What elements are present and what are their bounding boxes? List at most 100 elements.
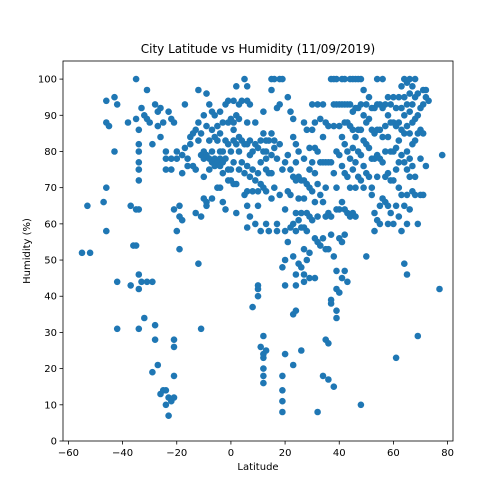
data-point: [393, 145, 400, 152]
data-point: [396, 137, 403, 144]
data-point: [314, 181, 321, 188]
data-point: [377, 127, 384, 134]
data-point: [79, 250, 86, 257]
data-point: [160, 119, 167, 126]
data-point: [295, 217, 302, 224]
data-point: [165, 108, 172, 115]
data-point: [366, 116, 373, 123]
data-point: [247, 213, 254, 220]
data-point: [309, 159, 316, 166]
data-point: [111, 148, 118, 155]
plot-frame: [63, 61, 453, 441]
data-point: [279, 398, 286, 405]
data-point: [220, 199, 227, 206]
data-point: [268, 152, 275, 159]
data-point: [339, 199, 346, 206]
data-point: [412, 76, 419, 83]
data-point: [84, 203, 91, 210]
data-point: [404, 148, 411, 155]
data-point: [171, 206, 178, 213]
data-point: [176, 246, 183, 253]
data-point: [290, 134, 297, 141]
data-point: [398, 105, 405, 112]
data-point: [306, 166, 313, 173]
data-point: [220, 148, 227, 155]
data-point: [385, 170, 392, 177]
data-point: [377, 203, 384, 210]
data-point: [333, 307, 340, 314]
data-point: [174, 228, 181, 235]
data-point: [306, 250, 313, 257]
data-point: [247, 174, 254, 181]
data-point: [155, 362, 162, 369]
data-point: [282, 228, 289, 235]
data-point: [404, 166, 411, 173]
data-point: [136, 148, 143, 155]
data-point: [328, 231, 335, 238]
data-point: [369, 184, 376, 191]
data-point: [366, 174, 373, 181]
data-point: [398, 228, 405, 235]
data-point: [149, 279, 156, 286]
data-point: [255, 188, 262, 195]
data-point: [379, 159, 386, 166]
y-tick-label: 10: [44, 400, 57, 411]
data-point: [279, 373, 286, 380]
data-point: [152, 101, 159, 108]
data-point: [404, 221, 411, 228]
data-point: [244, 203, 251, 210]
data-point: [314, 409, 321, 416]
data-point: [285, 94, 292, 101]
data-point: [314, 148, 321, 155]
data-point: [436, 286, 443, 293]
data-point: [412, 137, 419, 144]
data-point: [249, 166, 256, 173]
data-point: [203, 123, 210, 130]
data-point: [103, 98, 110, 105]
data-point: [328, 159, 335, 166]
data-point: [393, 355, 400, 362]
data-point: [168, 166, 175, 173]
data-point: [285, 239, 292, 246]
data-point: [409, 101, 416, 108]
data-point: [192, 166, 199, 173]
data-point: [344, 148, 351, 155]
data-point: [350, 166, 357, 173]
data-point: [298, 264, 305, 271]
data-point: [225, 141, 232, 148]
data-point: [387, 210, 394, 217]
data-point: [363, 253, 370, 260]
y-tick-label: 90: [44, 111, 57, 122]
data-point: [320, 235, 327, 242]
data-point: [260, 380, 267, 387]
chart-title: City Latitude vs Humidity (11/09/2019): [141, 42, 375, 56]
data-point: [339, 163, 346, 170]
data-point: [195, 260, 202, 267]
data-point: [179, 170, 186, 177]
data-point: [198, 326, 205, 333]
data-point: [379, 76, 386, 83]
data-point: [209, 127, 216, 134]
data-point: [171, 373, 178, 380]
data-point: [233, 181, 240, 188]
x-tick-label: 80: [441, 448, 454, 459]
data-point: [393, 166, 400, 173]
data-point: [417, 155, 424, 162]
data-point: [301, 246, 308, 253]
data-point: [287, 192, 294, 199]
data-point: [217, 108, 224, 115]
data-point: [369, 192, 376, 199]
data-point: [312, 275, 319, 282]
data-point: [263, 188, 270, 195]
data-point: [247, 137, 254, 144]
data-point: [406, 130, 413, 137]
data-point: [195, 137, 202, 144]
data-point: [415, 90, 422, 97]
data-point: [203, 90, 210, 97]
data-point: [344, 174, 351, 181]
data-point: [336, 152, 343, 159]
data-point: [217, 184, 224, 191]
x-tick-label: 40: [333, 448, 346, 459]
data-point: [363, 101, 370, 108]
